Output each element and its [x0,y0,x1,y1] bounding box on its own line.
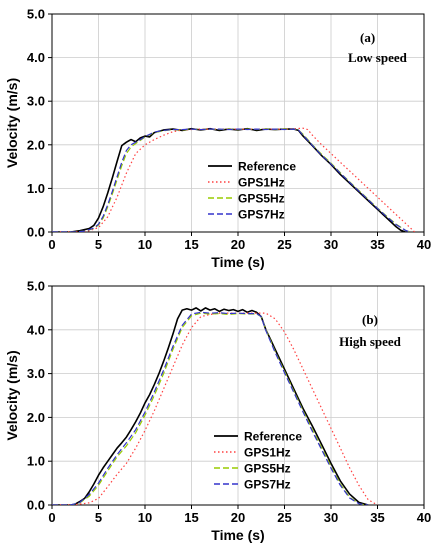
legend-label: Reference [238,160,296,174]
speed-annotation: High speed [339,334,402,349]
y-tick-label: 4.0 [27,322,45,337]
legend-label: GPS5Hz [238,192,285,206]
x-tick-label: 30 [324,510,338,525]
legend: Reference GPS1Hz GPS5Hz GPS7Hz [208,160,296,222]
legend-label: GPS5Hz [244,462,291,476]
series-line-gps1hz [52,127,416,232]
y-tick-label: 4.0 [27,50,45,65]
x-tick-label: 35 [370,237,384,252]
chart-panel-1: 0 5 10 15 20 25 30 35 40 0.0 1.0 2.0 3.0 4.0 5.0 Time (… [4,7,431,271]
x-tick-label: 20 [231,510,245,525]
x-tick-label: 0 [48,510,55,525]
x-tick-label: 10 [138,510,152,525]
legend-label: Reference [244,430,302,444]
x-axis-title: Time (s) [211,254,264,270]
y-tick-label: 2.0 [27,410,45,425]
legend-label: GPS7Hz [244,478,291,492]
chart-panel-2: 0 5 10 15 20 25 30 35 40 0.0 1.0 2.0 3.0 4.0 5.0 Time (… [4,279,431,544]
x-tick-label: 15 [184,510,198,525]
x-tick-label: 35 [370,510,384,525]
x-tick-label: 0 [48,237,55,252]
legend-label: GPS1Hz [244,446,291,460]
legend-label: GPS1Hz [238,176,285,190]
x-tick-label: 20 [231,237,245,252]
y-axis-title: Velocity (m/s) [4,350,20,440]
y-tick-label: 0.0 [27,498,45,513]
x-tick-label: 5 [95,510,102,525]
x-axis-title: Time (s) [211,527,264,543]
y-tick-label: 1.0 [27,454,45,469]
y-axis-title: Velocity (m/s) [4,78,20,168]
x-tick-label: 25 [277,510,291,525]
legend: Reference GPS1Hz GPS5Hz GPS7Hz [214,430,302,492]
x-tick-label: 40 [417,237,431,252]
y-tick-label: 3.0 [27,366,45,381]
y-tick-label: 5.0 [27,279,45,294]
series-line-gps5hz [52,312,369,505]
series-line-gps7hz [52,311,369,505]
speed-annotation: Low speed [348,50,408,65]
y-tick-label: 3.0 [27,94,45,109]
x-tick-label: 10 [138,237,152,252]
y-tick-label: 0.0 [27,225,45,240]
y-tick-label: 1.0 [27,181,45,196]
panel-label: (a) [360,30,375,45]
y-tick-label: 2.0 [27,137,45,152]
series-line-gps7hz [52,128,411,232]
x-tick-label: 25 [277,237,291,252]
x-tick-label: 15 [184,237,198,252]
series-line-reference [52,307,369,505]
series-line-gps1hz [52,312,378,505]
legend-label: GPS7Hz [238,208,285,222]
x-tick-label: 5 [95,237,102,252]
y-tick-label: 5.0 [27,7,45,22]
x-tick-label: 30 [324,237,338,252]
series-line-reference [52,127,406,232]
panel-label: (b) [362,312,378,327]
x-tick-label: 40 [417,510,431,525]
